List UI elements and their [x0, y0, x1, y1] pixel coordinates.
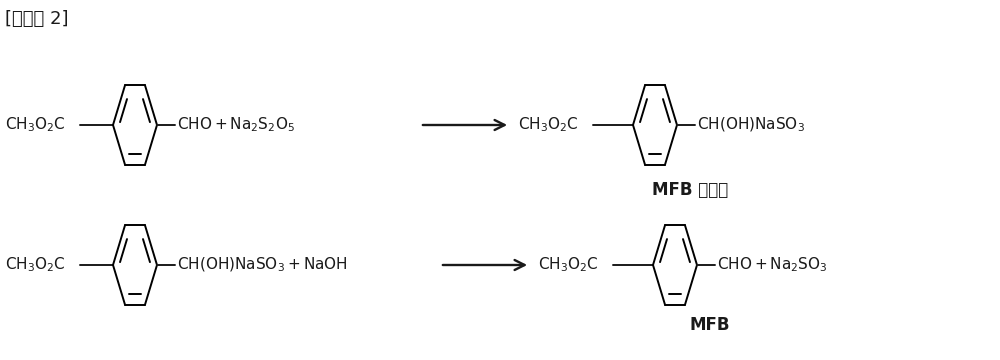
Text: $\mathdefault{CHO + Na_2S_2O_5}$: $\mathdefault{CHO + Na_2S_2O_5}$	[177, 116, 295, 134]
Text: $\mathdefault{CH(OH)NaSO_3 + NaOH}$: $\mathdefault{CH(OH)NaSO_3 + NaOH}$	[177, 256, 348, 274]
Text: MFB: MFB	[690, 316, 730, 334]
Text: $\mathdefault{CH_3O_2C}$: $\mathdefault{CH_3O_2C}$	[538, 256, 599, 274]
Text: MFB 的钠盐: MFB 的钠盐	[652, 181, 728, 199]
Text: $\mathdefault{CH_3O_2C}$: $\mathdefault{CH_3O_2C}$	[5, 116, 66, 134]
Text: $\mathdefault{CHO + Na_2SO_3}$: $\mathdefault{CHO + Na_2SO_3}$	[717, 256, 828, 274]
Text: $\mathdefault{CH(OH)NaSO_3}$: $\mathdefault{CH(OH)NaSO_3}$	[697, 116, 805, 134]
Text: [反应式 2]: [反应式 2]	[5, 10, 68, 28]
Text: $\mathdefault{CH_3O_2C}$: $\mathdefault{CH_3O_2C}$	[518, 116, 579, 134]
Text: $\mathdefault{CH_3O_2C}$: $\mathdefault{CH_3O_2C}$	[5, 256, 66, 274]
